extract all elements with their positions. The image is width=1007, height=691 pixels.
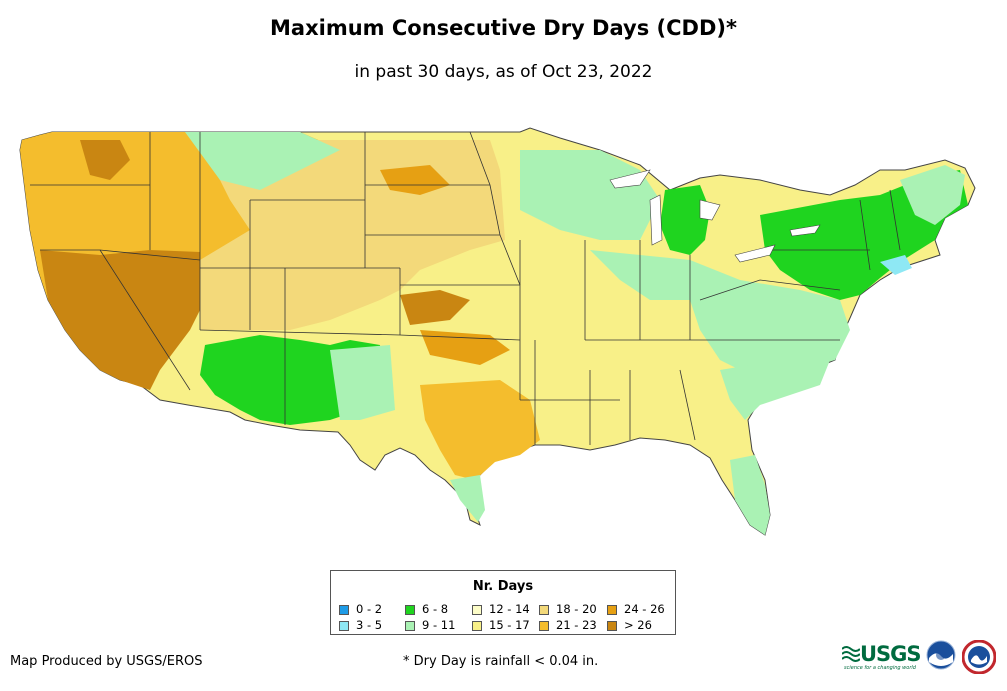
map-region-michigan-wet: [660, 185, 710, 255]
legend-swatch: [472, 605, 482, 615]
map-region-gulf-light: [450, 475, 485, 522]
map-region-idaho-dry: [80, 140, 130, 180]
legend-item: 3 - 5: [339, 618, 382, 632]
map-region-ohio-valley: [590, 250, 850, 380]
usgs-logo: USGS science for a changing world: [842, 642, 922, 672]
map-region-newengland-light: [900, 165, 965, 225]
legend-swatch: [405, 605, 415, 615]
legend-item: 6 - 8: [405, 602, 448, 616]
legend-item: 9 - 11: [405, 618, 455, 632]
map-region-montana-light: [185, 132, 340, 190]
noaa-logo-icon: [926, 640, 956, 670]
map-region-texas-dry: [420, 380, 540, 480]
footnote: * Dry Day is rainfall < 0.04 in.: [403, 654, 599, 669]
usgs-tagline: science for a changing world: [844, 665, 916, 671]
legend-item: 15 - 17: [472, 618, 530, 632]
legend: Nr. Days 0 - 2 3 - 5 6 - 8 9 - 11 12 - 1…: [330, 570, 676, 635]
legend-swatch: [472, 621, 482, 631]
legend-swatch: [539, 621, 549, 631]
state-boundaries: [30, 131, 901, 445]
legend-item: 21 - 23: [539, 618, 597, 632]
usgs-wordmark: USGS: [860, 642, 922, 666]
nws-logo-icon: [962, 640, 996, 674]
lake-water: [609, 169, 821, 263]
map-credit: Map Produced by USGS/EROS: [10, 654, 203, 669]
map-region-nebraska-dry: [380, 165, 450, 195]
us-cdd-map: [19, 127, 976, 536]
legend-swatch: [539, 605, 549, 615]
legend-swatch: [339, 621, 349, 631]
legend-swatch: [607, 621, 617, 631]
map-region-kansas-dry: [400, 290, 470, 325]
legend-item: 24 - 26: [607, 602, 665, 616]
legend-item: 18 - 20: [539, 602, 597, 616]
map-region-great-lakes: [520, 150, 660, 240]
map-title: Maximum Consecutive Dry Days (CDD)*: [270, 16, 737, 40]
map-region-coastal-blue: [880, 255, 912, 275]
map-region-carolinas-light: [720, 360, 830, 420]
legend-title: Nr. Days: [472, 579, 534, 594]
map-region-nm-light: [330, 345, 395, 420]
legend-item: 12 - 14: [472, 602, 530, 616]
map-region-southwest-dry: [40, 250, 200, 390]
legend-item: 0 - 2: [339, 602, 382, 616]
legend-swatch: [339, 605, 349, 615]
usgs-wave-icon: [842, 646, 860, 662]
map-subtitle: in past 30 days, as of Oct 23, 2022: [354, 62, 653, 82]
map-region-florida-light: [730, 455, 770, 535]
legend-item: > 26: [607, 618, 652, 632]
legend-swatch: [607, 605, 617, 615]
legend-swatch: [405, 621, 415, 631]
